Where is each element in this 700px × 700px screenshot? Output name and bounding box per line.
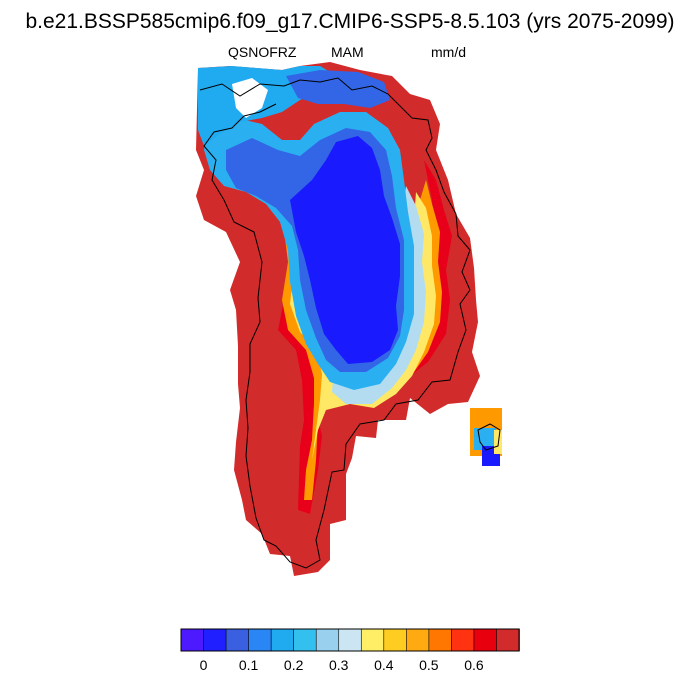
ice-sheet-core — [290, 136, 400, 364]
colorbar-frame — [180, 628, 520, 652]
colorbar-box — [428, 628, 453, 652]
northwest-white — [232, 78, 268, 118]
colorbar-tick-label: 0.4 — [374, 657, 394, 673]
units-label: mm/d — [431, 44, 466, 60]
plot-title: b.e21.BSSP585cmip6.f09_g17.CMIP6-SSP5-8.… — [25, 10, 675, 33]
colorbar-box — [360, 628, 385, 652]
coastline-island — [477, 423, 501, 451]
colorbar-box — [180, 628, 205, 652]
colorbar-box — [293, 628, 318, 652]
colorbar-box — [225, 628, 250, 652]
colorbar-tick-label: 0.3 — [329, 657, 349, 673]
colorbar-box — [451, 628, 475, 652]
colorbar-boxes — [180, 628, 520, 652]
colorbar-box — [383, 628, 408, 652]
season-label: MAM — [331, 44, 364, 60]
colorbar-box — [203, 628, 227, 652]
colorbar-tick-label: 0.1 — [239, 657, 259, 673]
colorbar-box — [315, 628, 340, 652]
colorbar-tick-labels: 0 0.1 0.2 0.3 0.4 0.5 0.6 — [200, 657, 484, 673]
colorbar-box — [248, 628, 272, 652]
colorbar-tick-label: 0.6 — [464, 657, 484, 673]
colorbar-box — [338, 628, 363, 652]
variable-label: QSNOFRZ — [228, 44, 297, 60]
colorbar-box — [270, 628, 295, 652]
coastline — [199, 77, 471, 569]
colorbar-tick-label: 0.5 — [419, 657, 439, 673]
northwest-blue-dark — [286, 70, 390, 108]
colorbar-tick-label: 0.2 — [284, 657, 304, 673]
colorbar-tick-label: 0 — [200, 657, 208, 673]
colorbar-box — [496, 628, 520, 652]
colorbar-box — [473, 628, 498, 652]
colorbar-box — [406, 628, 430, 652]
